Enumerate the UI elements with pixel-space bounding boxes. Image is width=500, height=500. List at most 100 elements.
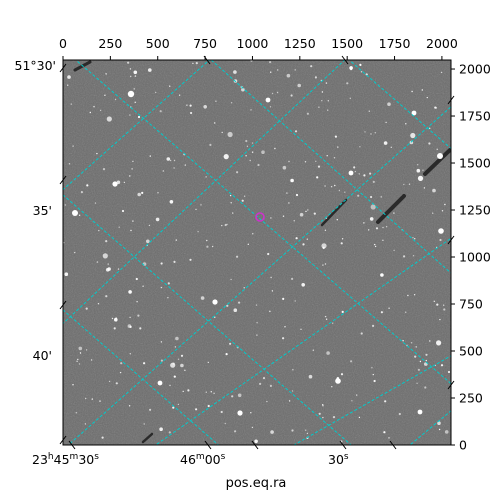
star [407,294,409,297]
star [270,217,272,219]
star [353,166,356,169]
star [141,191,144,194]
star [274,147,276,150]
star [393,249,395,252]
star [390,146,392,148]
star [229,342,232,345]
star [76,360,78,362]
star [129,325,132,328]
star [70,103,73,105]
star [288,202,290,204]
star [159,110,162,113]
star [168,431,171,434]
bright-star [438,228,444,234]
star [447,370,451,374]
star [254,439,258,444]
star [128,290,132,294]
star [437,421,441,426]
star [182,390,184,393]
top-pixel-axis: 0 250 500 750 1000 1250 1500 1750 2000 [59,36,458,60]
star [227,131,233,138]
star [282,297,285,300]
star [412,255,415,257]
star [190,111,193,115]
star [160,359,163,362]
top-tick-label: 1250 [284,36,316,51]
star [300,328,302,330]
star [120,362,123,365]
star [129,68,132,70]
star [136,301,138,303]
star [383,431,386,434]
star [415,346,417,348]
star [78,346,83,351]
right-tick-label: 750 [459,297,483,312]
star [77,358,79,361]
star [387,102,391,106]
top-tick-label: 1750 [379,36,411,51]
star [271,92,274,95]
star [102,253,108,259]
star [129,175,131,177]
star [169,384,171,387]
star [277,69,279,71]
star [436,340,442,346]
right-tick-label: 1250 [459,203,491,218]
star [118,226,120,228]
star [108,268,110,270]
star [206,245,209,248]
star [207,361,209,364]
ra-grid-line [348,60,451,150]
top-tick-label: 1500 [331,36,363,51]
star [371,367,373,369]
image-noise [63,60,451,445]
star [368,229,370,231]
star [94,202,97,204]
star [424,386,427,389]
bright-star [157,380,163,386]
star [429,340,431,342]
star [214,122,216,124]
star [291,277,294,280]
star [405,123,407,125]
bright-star [127,90,135,98]
star [436,303,439,306]
star [330,186,333,188]
star [374,132,376,134]
top-tick-label: 1000 [237,36,269,51]
star [307,209,309,211]
star [155,91,157,94]
bright-star [212,299,218,305]
bright-star [112,181,118,187]
dec-tick-mark [447,235,455,245]
star [290,178,294,183]
star [221,131,223,134]
star [135,277,138,281]
star [370,204,376,210]
star [344,191,346,193]
star [90,359,93,361]
star [133,70,138,75]
star [269,310,271,312]
star [439,318,441,321]
star [192,62,194,65]
star [180,363,184,368]
star [306,238,308,240]
star [255,304,258,306]
star [84,423,87,425]
star [236,255,239,258]
star [195,408,198,411]
star [350,68,353,71]
right-tick-label: 1500 [459,156,491,171]
star [308,374,313,379]
star [326,351,330,355]
star [175,239,177,241]
star [312,349,314,351]
star [380,196,382,198]
satellite-streak [423,148,451,176]
star [85,349,88,351]
star [256,334,258,336]
star [349,97,351,100]
ra-tick-mark [341,55,349,65]
